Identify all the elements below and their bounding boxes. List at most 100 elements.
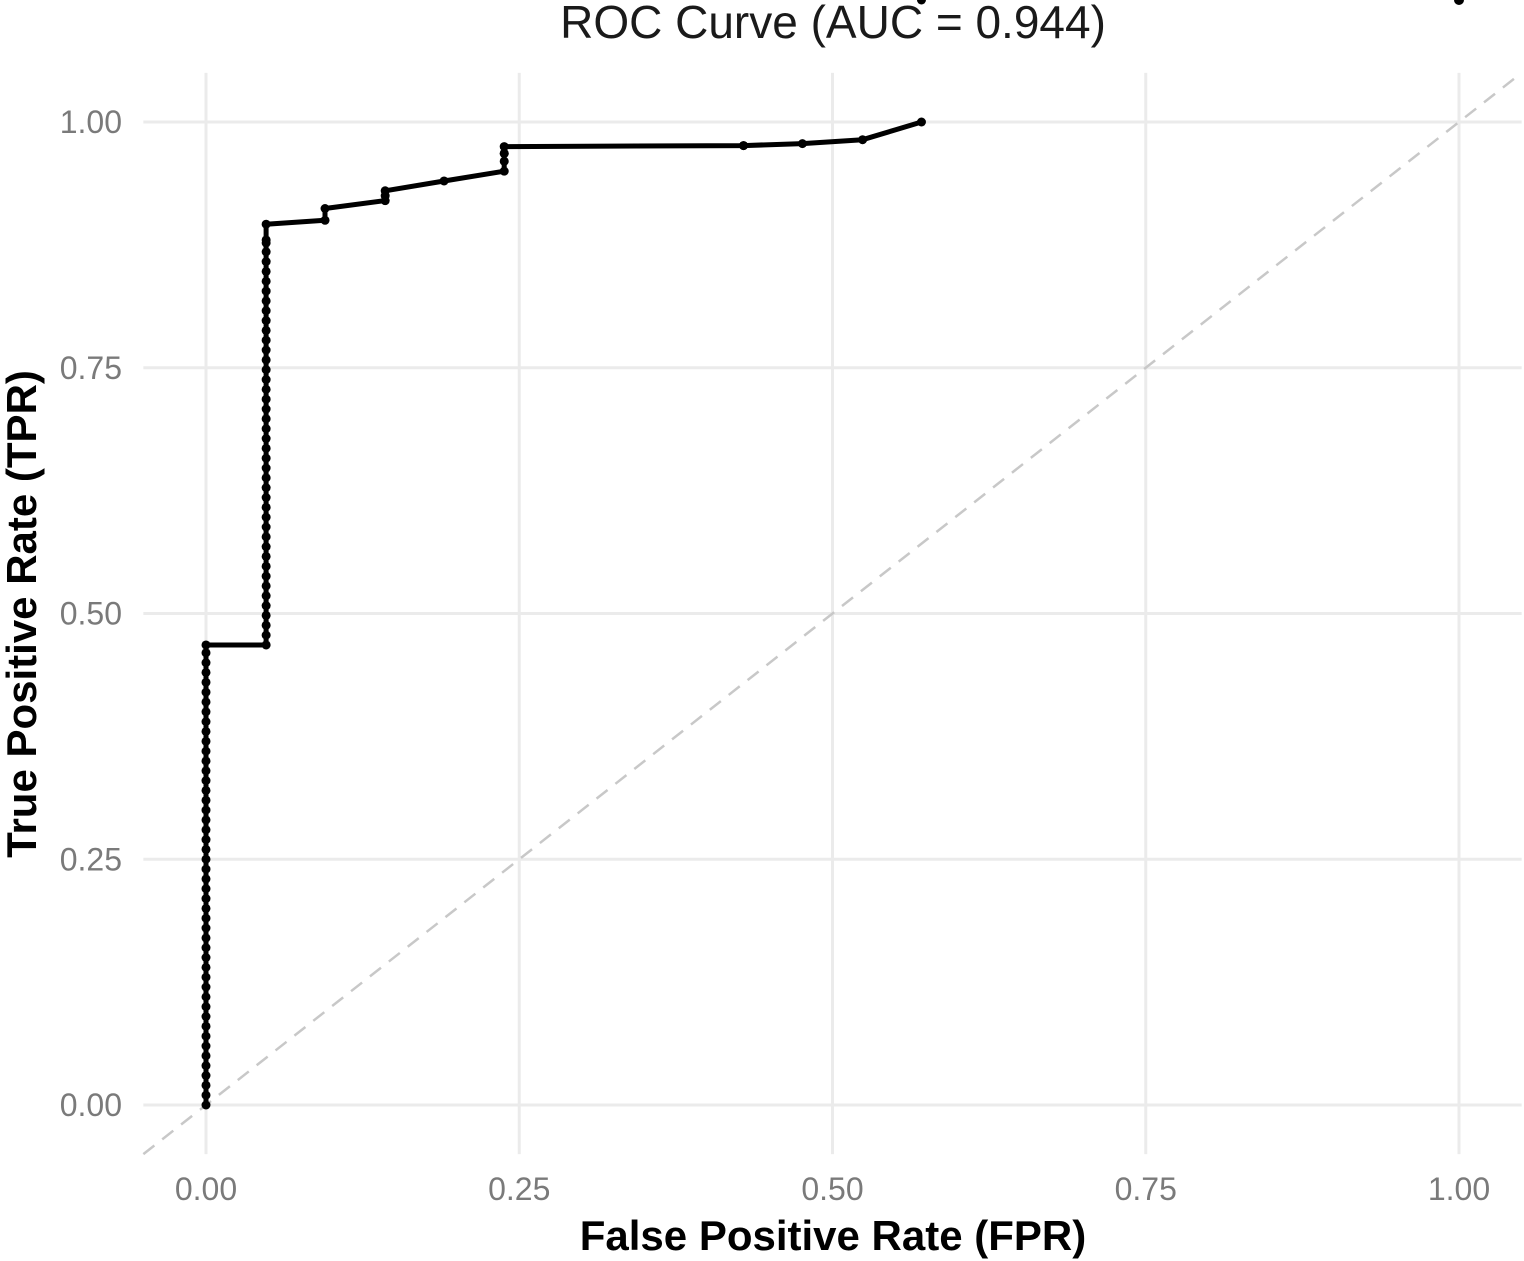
roc-point bbox=[261, 384, 271, 394]
roc-point bbox=[261, 443, 271, 453]
roc-point bbox=[261, 463, 271, 473]
roc-point bbox=[201, 972, 211, 982]
roc-point bbox=[201, 726, 211, 736]
x-tick-label: 0.00 bbox=[175, 1171, 237, 1207]
roc-point bbox=[201, 1021, 211, 1031]
roc-point bbox=[261, 345, 271, 355]
roc-point bbox=[201, 1100, 211, 1110]
x-tick-labels: 0.00 0.25 0.50 0.75 1.00 bbox=[175, 1171, 1490, 1207]
roc-point bbox=[201, 1041, 211, 1051]
roc-point bbox=[201, 982, 211, 992]
x-tick-label: 0.75 bbox=[1115, 1171, 1177, 1207]
roc-point bbox=[201, 756, 211, 766]
roc-point bbox=[201, 894, 211, 904]
roc-point bbox=[261, 414, 271, 424]
roc-point bbox=[201, 1090, 211, 1100]
roc-point bbox=[201, 864, 211, 874]
y-axis-label: True Positive Rate (TPR) bbox=[0, 370, 45, 858]
y-tick-label: 0.75 bbox=[60, 350, 122, 386]
y-tick-label: 0.25 bbox=[60, 841, 122, 877]
roc-point bbox=[201, 677, 211, 687]
roc-point bbox=[261, 296, 271, 306]
roc-point bbox=[201, 943, 211, 953]
roc-point bbox=[261, 257, 271, 267]
roc-point bbox=[380, 186, 390, 196]
roc-point bbox=[261, 365, 271, 375]
roc-point bbox=[201, 766, 211, 776]
roc-point bbox=[261, 276, 271, 286]
roc-point bbox=[201, 648, 211, 658]
roc-point bbox=[261, 235, 271, 245]
y-tick-labels: 0.00 0.25 0.50 0.75 1.00 bbox=[60, 104, 122, 1123]
roc-point bbox=[201, 854, 211, 864]
roc-point bbox=[201, 953, 211, 963]
x-tick-label: 1.00 bbox=[1428, 1171, 1490, 1207]
roc-point bbox=[261, 532, 271, 542]
roc-point bbox=[201, 640, 211, 650]
roc-point bbox=[201, 923, 211, 933]
roc-point bbox=[739, 141, 749, 151]
roc-point bbox=[201, 667, 211, 677]
roc-point bbox=[201, 1071, 211, 1081]
roc-points bbox=[201, 0, 1464, 1110]
roc-point bbox=[261, 375, 271, 385]
roc-point bbox=[916, 117, 926, 127]
roc-point bbox=[201, 884, 211, 894]
roc-point bbox=[201, 776, 211, 786]
roc-point bbox=[261, 630, 271, 640]
roc-point bbox=[201, 1031, 211, 1041]
roc-point bbox=[201, 717, 211, 727]
roc-point bbox=[261, 247, 271, 257]
x-tick-label: 0.25 bbox=[488, 1171, 550, 1207]
roc-point bbox=[261, 591, 271, 601]
roc-point bbox=[261, 542, 271, 552]
roc-point bbox=[261, 325, 271, 335]
roc-point bbox=[201, 913, 211, 923]
roc-point bbox=[261, 404, 271, 414]
roc-point bbox=[201, 746, 211, 756]
roc-point bbox=[499, 148, 509, 158]
roc-point bbox=[320, 204, 330, 214]
roc-point bbox=[201, 1061, 211, 1071]
roc-point bbox=[261, 473, 271, 483]
y-tick-label: 1.00 bbox=[60, 104, 122, 140]
roc-point bbox=[201, 1080, 211, 1090]
roc-point bbox=[201, 736, 211, 746]
roc-point bbox=[858, 135, 868, 145]
roc-point bbox=[261, 522, 271, 532]
roc-point bbox=[201, 697, 211, 707]
y-tick-label: 0.00 bbox=[60, 1087, 122, 1123]
roc-point bbox=[261, 601, 271, 611]
x-tick-label: 0.50 bbox=[801, 1171, 863, 1207]
roc-point bbox=[261, 453, 271, 463]
roc-point bbox=[261, 424, 271, 434]
roc-point bbox=[201, 707, 211, 717]
roc-point bbox=[201, 815, 211, 825]
x-axis-label: False Positive Rate (FPR) bbox=[580, 1212, 1086, 1259]
roc-point bbox=[261, 620, 271, 630]
roc-point bbox=[201, 1002, 211, 1012]
roc-point bbox=[261, 571, 271, 581]
roc-point bbox=[201, 825, 211, 835]
roc-point bbox=[1454, 0, 1464, 5]
roc-point bbox=[201, 658, 211, 668]
roc-point bbox=[201, 795, 211, 805]
roc-point bbox=[261, 394, 271, 404]
roc-point bbox=[201, 687, 211, 697]
roc-point bbox=[499, 166, 509, 176]
roc-point bbox=[201, 1012, 211, 1022]
chart-title: ROC Curve (AUC = 0.944) bbox=[560, 0, 1106, 48]
roc-point bbox=[261, 219, 271, 229]
roc-point bbox=[201, 1051, 211, 1061]
roc-point bbox=[261, 502, 271, 512]
roc-point bbox=[201, 844, 211, 854]
roc-point bbox=[201, 992, 211, 1002]
roc-point bbox=[261, 316, 271, 326]
roc-point bbox=[201, 903, 211, 913]
roc-point bbox=[320, 215, 330, 225]
roc-point bbox=[261, 561, 271, 571]
roc-point bbox=[261, 581, 271, 591]
roc-point bbox=[261, 355, 271, 365]
roc-point bbox=[499, 156, 509, 166]
roc-point bbox=[261, 640, 271, 650]
